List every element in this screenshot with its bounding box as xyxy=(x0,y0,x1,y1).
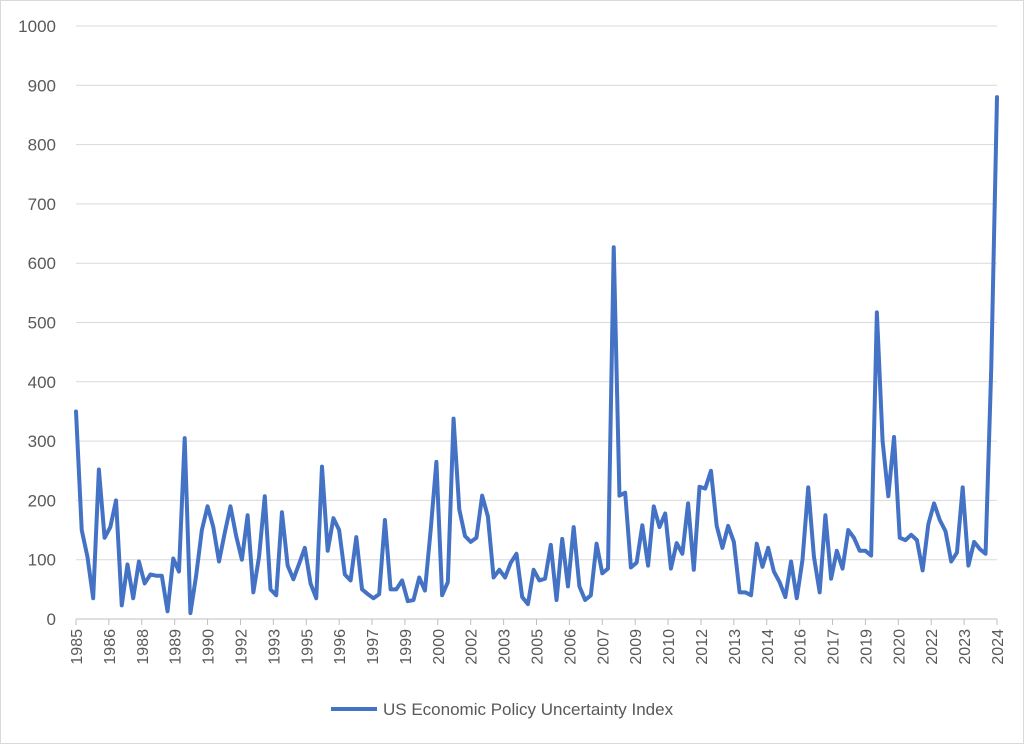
x-tick-label: 2005 xyxy=(530,629,547,665)
y-axis-ticks: 0 100 200 300 400 500 600 700 800 900 1000 xyxy=(18,17,56,629)
y-tick-label: 600 xyxy=(28,254,56,273)
x-tick-label: 2007 xyxy=(595,629,612,665)
x-tick-label: 2019 xyxy=(858,629,875,665)
x-tick-label: 2020 xyxy=(891,629,908,665)
y-tick-label: 300 xyxy=(28,432,56,451)
legend: US Economic Policy Uncertainty Index xyxy=(331,700,674,719)
x-tick-label: 1993 xyxy=(266,629,283,665)
x-tick-label: 1996 xyxy=(332,629,349,665)
x-tick-label: 1989 xyxy=(168,629,185,665)
series-lines xyxy=(74,95,999,616)
x-tick-label: 2014 xyxy=(760,629,777,665)
y-tick-label: 800 xyxy=(28,136,56,155)
x-tick-label: 2002 xyxy=(464,629,481,665)
y-tick-label: 200 xyxy=(28,491,56,510)
y-tick-label: 500 xyxy=(28,314,56,333)
y-tick-label: 700 xyxy=(28,195,56,214)
gridlines xyxy=(76,25,997,561)
x-tick-label: 2006 xyxy=(562,629,579,665)
x-tick-label: 2023 xyxy=(957,629,974,665)
x-tick-label: 1985 xyxy=(69,629,86,665)
x-tick-label: 1999 xyxy=(398,629,415,665)
y-tick-label: 400 xyxy=(28,373,56,392)
x-tick-label: 2017 xyxy=(826,629,843,665)
x-tick-label: 1986 xyxy=(102,629,119,665)
x-tick-label: 1992 xyxy=(233,629,250,665)
y-tick-label: 0 xyxy=(47,610,56,629)
y-tick-label: 1000 xyxy=(18,17,56,36)
legend-label: US Economic Policy Uncertainty Index xyxy=(383,700,674,719)
y-tick-label: 100 xyxy=(28,551,56,570)
x-tick-label: 2016 xyxy=(793,629,810,665)
series-line xyxy=(74,95,999,616)
x-tick-label: 2022 xyxy=(924,629,941,665)
x-tick-label: 2000 xyxy=(431,629,448,665)
x-tick-label: 1988 xyxy=(135,629,152,665)
x-tick-label: 2003 xyxy=(497,629,514,665)
x-axis: 1985 1986 1988 1989 1990 1992 1993 1995 1996 1997… xyxy=(69,618,1007,665)
x-tick-label: 2024 xyxy=(990,629,1007,665)
x-tick-label: 1995 xyxy=(299,629,316,665)
x-tick-label: 2010 xyxy=(661,629,678,665)
x-tick-label: 2013 xyxy=(727,629,744,665)
x-tick-label: 1990 xyxy=(201,629,218,665)
x-tick-label: 1997 xyxy=(365,629,382,665)
y-tick-label: 900 xyxy=(28,76,56,95)
x-tick-label: 2009 xyxy=(628,629,645,665)
x-tick-label: 2012 xyxy=(694,629,711,665)
